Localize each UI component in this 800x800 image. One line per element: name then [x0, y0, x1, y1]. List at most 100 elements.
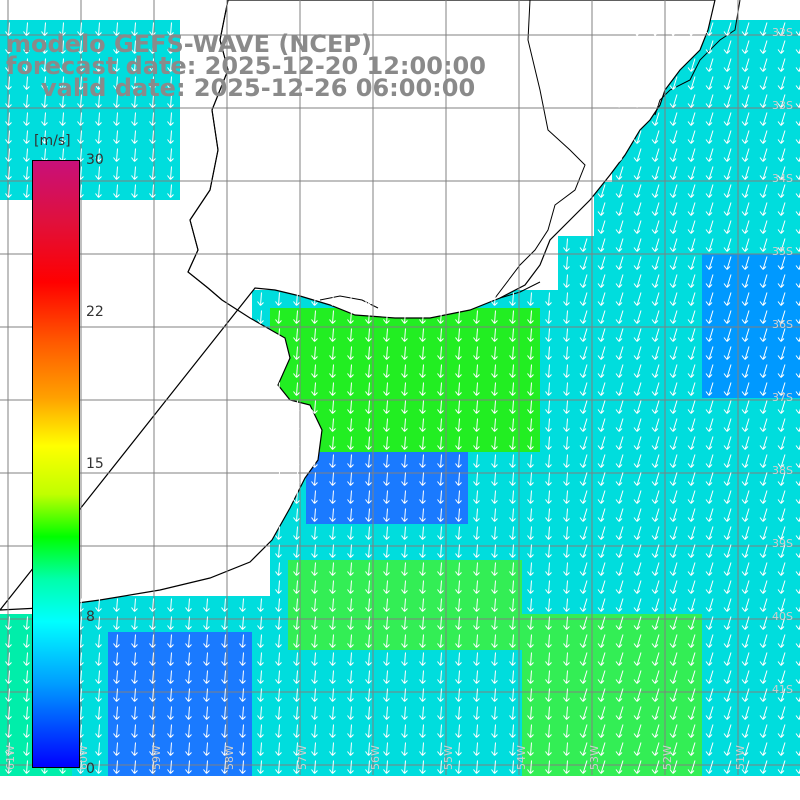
wind-arrow: [77, 40, 84, 54]
longitude-label: 59W: [150, 745, 163, 770]
wind-arrow: [705, 220, 714, 234]
wind-arrow: [311, 490, 318, 504]
wind-arrow: [705, 148, 714, 162]
wind-arrow: [347, 310, 354, 324]
wind-arrow: [669, 454, 678, 468]
wind-arrow: [615, 310, 624, 324]
wind-arrow: [383, 364, 390, 378]
wind-arrow: [149, 166, 156, 180]
wind-arrow: [563, 400, 570, 414]
wind-speed-cell: [792, 272, 800, 290]
wind-arrow: [705, 256, 714, 270]
wind-arrow: [419, 490, 426, 504]
wind-arrow: [777, 256, 786, 270]
wind-arrow: [23, 112, 30, 126]
wind-arrow: [615, 490, 624, 504]
wind-arrow: [365, 508, 372, 522]
wind-arrow: [705, 202, 714, 216]
wind-arrow: [687, 58, 696, 72]
wind-arrow: [777, 94, 786, 108]
wind-arrow: [723, 220, 732, 234]
wind-arrow: [455, 310, 462, 324]
wind-arrow: [705, 94, 714, 108]
wind-arrow: [347, 328, 354, 342]
wind-arrow: [579, 508, 588, 522]
wind-arrow: [473, 490, 480, 504]
wind-arrow: [401, 454, 408, 468]
wind-arrow: [759, 112, 768, 126]
wind-arrow: [95, 40, 102, 54]
wind-arrow: [5, 166, 12, 180]
wind-arrow: [509, 454, 516, 468]
wind-arrow: [759, 94, 768, 108]
wind-arrow: [509, 490, 516, 504]
wind-arrow: [437, 436, 444, 450]
wind-arrow: [383, 436, 390, 450]
wind-arrow: [633, 148, 642, 162]
wind-arrow: [759, 202, 768, 216]
wind-arrow: [167, 184, 174, 198]
wind-arrow: [777, 274, 786, 288]
wind-arrow: [651, 202, 660, 216]
wind-arrow: [687, 184, 696, 198]
wind-arrow: [23, 58, 30, 72]
wind-arrow: [383, 508, 390, 522]
wind-arrow: [597, 238, 606, 252]
wind-arrow: [705, 76, 714, 90]
latitude-label: 39S: [772, 537, 793, 550]
wind-arrow: [633, 400, 642, 414]
wind-arrow: [759, 292, 768, 306]
wind-arrow: [131, 94, 138, 108]
wind-speed-cell: [792, 758, 800, 776]
wind-arrow: [419, 472, 426, 486]
wind-arrow: [311, 292, 318, 306]
wind-arrow: [759, 274, 768, 288]
wind-arrow: [455, 382, 462, 396]
wind-arrow: [437, 292, 444, 306]
wind-arrow: [329, 400, 336, 414]
wind-arrow: [651, 472, 660, 486]
wind-arrow: [723, 130, 732, 144]
wind-arrow: [615, 184, 624, 198]
wind-arrow: [41, 40, 48, 54]
wind-arrow: [741, 184, 750, 198]
wind-speed-cell: [792, 344, 800, 362]
wind-arrow: [527, 382, 534, 396]
wind-arrow: [167, 94, 174, 108]
wind-arrow: [615, 436, 624, 450]
wind-arrow: [365, 418, 372, 432]
wind-arrow: [705, 166, 714, 180]
wind-arrow: [329, 364, 336, 378]
lagoon-coast: [654, 0, 741, 116]
wind-speed-cell: [792, 146, 800, 164]
wind-arrow: [777, 292, 786, 306]
wind-arrow: [455, 400, 462, 414]
wind-arrow: [687, 112, 696, 126]
wind-arrow: [723, 328, 732, 342]
wind-arrow: [669, 364, 678, 378]
wind-arrow: [633, 112, 642, 126]
wind-arrow: [491, 400, 498, 414]
wind-arrow: [741, 130, 750, 144]
wind-speed-cell: [792, 416, 800, 434]
wind-arrow: [59, 130, 66, 144]
wind-arrow: [687, 382, 696, 396]
wind-arrow: [5, 184, 12, 198]
wind-arrow: [113, 40, 120, 54]
wind-arrow: [777, 220, 786, 234]
wind-arrow: [579, 436, 588, 450]
wind-arrow: [545, 400, 552, 414]
wind-arrow: [723, 400, 732, 414]
wind-arrow: [509, 382, 516, 396]
wind-arrow: [419, 364, 426, 378]
wind-arrow: [669, 94, 678, 108]
wind-arrow: [311, 400, 318, 414]
wind-arrow: [365, 328, 372, 342]
wind-arrow: [5, 58, 12, 72]
wind-arrow: [527, 490, 534, 504]
wind-arrow: [419, 454, 426, 468]
wind-arrow: [275, 490, 282, 504]
wind-arrow: [777, 166, 786, 180]
wind-arrow: [365, 454, 372, 468]
wind-arrow: [723, 40, 732, 54]
